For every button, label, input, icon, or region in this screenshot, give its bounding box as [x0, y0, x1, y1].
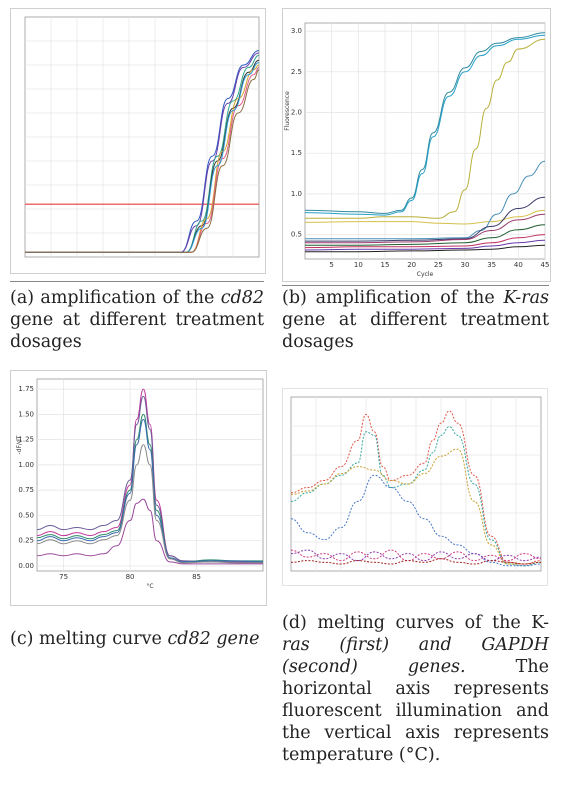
series-line-3 [305, 38, 546, 219]
caption-text-italic: ras (first) and GAPDH (second) genes. [282, 635, 549, 677]
series-line-4 [36, 418, 264, 563]
series-line-3 [290, 448, 542, 565]
chart-d-plot [290, 396, 542, 572]
x-tick-label: 15 [381, 261, 390, 269]
caption-a: (a) amplification of the cd82 gene at di… [10, 287, 264, 353]
caption-text-italic: cd82 [220, 288, 264, 308]
y-tick-label: 1.25 [18, 436, 34, 444]
caption-text-plain: (b) amplification of the [282, 288, 504, 308]
x-tick-label: 80 [126, 573, 135, 581]
y-tick-label: 1.5 [291, 149, 302, 157]
series-line-7 [305, 213, 546, 244]
x-tick-label: 40 [514, 261, 523, 269]
caption-text-italic: K-ras [503, 288, 550, 308]
caption-text-plain: The horizontal axis represents fluoresce… [282, 657, 549, 765]
x-tick-label: 85 [192, 573, 201, 581]
caption-text-plain: (a) amplification of the [10, 288, 221, 308]
chart-b-plot: 5 10 15 20 25 30 35 40 45 0.5 1.0 1.5 2.0 2.5 3.0 Cycle… [284, 22, 550, 278]
caption-b: (b) amplification of the K-ras gene at d… [282, 287, 549, 353]
y-tick-label: 0.5 [291, 231, 302, 239]
y-tick-label: 0.00 [18, 562, 34, 570]
divider-b [282, 285, 549, 286]
chart-c-panel: 75 80 85 0.00 0.25 0.50 0.75 1.00 1.25 1.50 1.75 °C… [10, 370, 267, 606]
series-line-6 [305, 196, 546, 242]
chart-a-panel [10, 8, 266, 274]
x-tick-label: 10 [354, 261, 363, 269]
y-tick-label: 2.0 [291, 109, 302, 117]
y-tick-label: 1.0 [291, 190, 302, 198]
series-line-6 [36, 498, 263, 565]
x-tick-label: 45 [541, 261, 550, 269]
series-line-1 [304, 32, 546, 214]
series-line-6 [290, 549, 542, 562]
plot-area [304, 22, 546, 260]
plot-area [36, 378, 264, 572]
x-tick-label: 25 [434, 261, 443, 269]
caption-text-plain: gene at different treatment dosages [282, 310, 549, 352]
chart-d-panel [282, 388, 548, 586]
x-tick-label: 30 [461, 261, 470, 269]
y-tick-label: 1.00 [18, 461, 34, 469]
series-line-2 [304, 34, 546, 216]
divider-a [10, 281, 264, 282]
series-line-8 [25, 69, 260, 253]
y-tick-label: 1.75 [18, 385, 34, 393]
series-line-9 [304, 234, 546, 249]
caption-text-plain: gene at different treatment dosages [10, 310, 264, 352]
chart-b-panel: 5 10 15 20 25 30 35 40 45 0.5 1.0 1.5 2.0 2.5 3.0 Cycle… [282, 8, 551, 282]
y-tick-label: 1.50 [18, 410, 34, 418]
y-tick-label: 2.5 [291, 68, 302, 76]
x-axis-label: °C [146, 583, 153, 590]
gridlines [305, 23, 546, 259]
series-line-7 [290, 558, 542, 565]
caption-text-plain: (d) melting curves of the K- [282, 613, 549, 633]
series-line-4 [304, 209, 546, 225]
x-tick-label: 35 [487, 261, 496, 269]
y-tick-label: 3.0 [291, 27, 302, 35]
x-tick-label: 5 [329, 261, 333, 269]
y-tick-label: 0.50 [18, 511, 34, 519]
y-axis-label: -dF/dT [16, 435, 23, 454]
caption-c: (c) melting curve cd82 gene [10, 628, 264, 650]
series-line-5 [36, 444, 263, 564]
series-line-11 [305, 244, 546, 253]
x-tick-label: 75 [59, 573, 68, 581]
y-tick-label: 0.25 [18, 537, 34, 545]
series-line-1 [290, 410, 542, 565]
x-axis-label: Cycle [417, 271, 434, 278]
series-line-2 [290, 426, 542, 567]
series-line-8 [305, 224, 546, 246]
y-tick-label: 0.75 [18, 486, 34, 494]
x-tick-label: 20 [407, 261, 416, 269]
chart-a-plot [24, 16, 260, 258]
y-axis-label: Fluorescence [284, 91, 291, 131]
series-line-10 [304, 239, 546, 251]
caption-text-plain: (c) melting curve [10, 629, 168, 649]
caption-d: (d) melting curves of the K-ras (first) … [282, 612, 549, 766]
caption-text-italic: cd82 gene [167, 629, 260, 649]
chart-c-plot: 75 80 85 0.00 0.25 0.50 0.75 1.00 1.25 1.50 1.75 °C… [16, 378, 264, 590]
gridlines [291, 397, 541, 571]
